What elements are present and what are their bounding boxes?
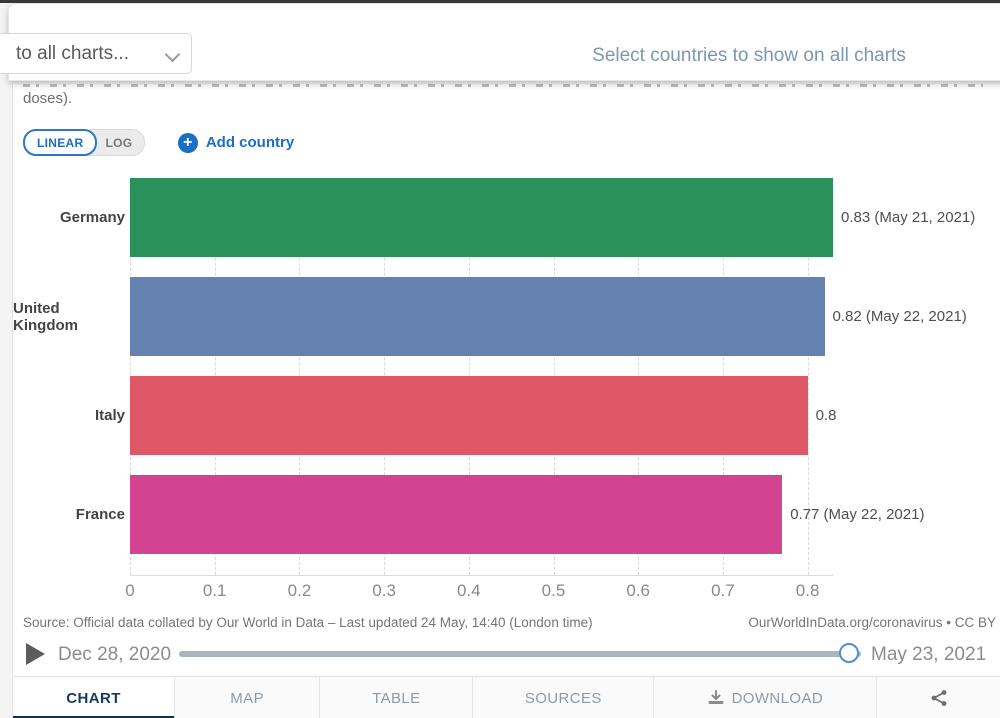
- country-label: France: [75, 506, 125, 523]
- bar[interactable]: [130, 277, 825, 356]
- country-label: United Kingdom: [13, 299, 78, 334]
- timeline: Dec 28, 2020 May 23, 2021: [13, 636, 1000, 672]
- x-tick-label: 0.7: [711, 581, 735, 600]
- bar-value-label: 0.82 (May 22, 2021): [832, 308, 967, 325]
- share-icon: [930, 689, 948, 707]
- country-select-hint: Select countries to show on all charts: [592, 45, 906, 66]
- country-selector-overlay: to all charts... Select countries to sho…: [0, 3, 1000, 81]
- x-tick-label: 0.2: [287, 581, 312, 600]
- x-tick-label: 0.4: [456, 581, 481, 600]
- select-value: to all charts...: [16, 43, 129, 64]
- source-note: Source: Official data collated by Our Wo…: [23, 615, 593, 630]
- bar-chart: 0 0.1 0.2 0.3 0.4 0.5 0.6 0.7 0.8 Germany 0.83 (Ma…: [13, 166, 1000, 614]
- x-tick-label: 0.5: [541, 581, 566, 600]
- tab-table[interactable]: TABLE: [320, 677, 474, 718]
- country-label: Italy: [94, 407, 125, 424]
- chart-card: doses). LINEAR LOG + Add country 0 0.1 0.2 0…: [12, 84, 1000, 718]
- x-tick-label: 0.6: [626, 581, 650, 600]
- chevron-down-icon: [167, 49, 179, 61]
- window-top-edge: [0, 0, 1000, 3]
- footer-tabs: CHART MAP TABLE SOURCES DOWNLOAD: [13, 676, 1000, 718]
- tab-label: TABLE: [372, 689, 421, 707]
- x-tick-label: 0.8: [795, 581, 820, 600]
- tab-label: CHART: [66, 689, 121, 707]
- timeline-start-date: Dec 28, 2020: [58, 644, 172, 665]
- bar-row: United Kingdom 0.82 (May 22, 2021): [13, 277, 1000, 356]
- x-axis-line: [130, 575, 833, 576]
- bar-value-label: 0.83 (May 21, 2021): [841, 209, 976, 226]
- add-country-label: Add country: [205, 134, 295, 151]
- timeline-end-date: May 23, 2021: [871, 644, 987, 665]
- scale-toggle: LINEAR LOG: [23, 129, 146, 156]
- bar-row: France 0.77 (May 22, 2021): [13, 475, 1000, 554]
- timeline-slider-handle[interactable]: [839, 643, 859, 663]
- tab-sources[interactable]: SOURCES: [473, 677, 655, 718]
- tab-label: DOWNLOAD: [731, 689, 824, 707]
- bar[interactable]: [130, 376, 808, 455]
- bar-row: Germany 0.83 (May 21, 2021): [13, 178, 1000, 257]
- x-tick-label: 0.3: [372, 581, 396, 600]
- plus-icon: +: [177, 132, 198, 153]
- source-row: Source: Official data collated by Our Wo…: [23, 615, 996, 630]
- country-label: Germany: [59, 209, 125, 226]
- download-icon: [708, 690, 724, 706]
- bar-value-label: 0.8: [815, 407, 837, 424]
- bar[interactable]: [130, 475, 783, 554]
- gridline: [807, 178, 809, 575]
- x-tick-label: 0: [125, 581, 135, 600]
- bar-value-label: 0.77 (May 22, 2021): [790, 506, 925, 523]
- chart-controls: LINEAR LOG + Add country: [23, 129, 295, 156]
- bar-row: Italy 0.8: [13, 376, 1000, 455]
- bar[interactable]: [130, 178, 833, 257]
- apply-to-all-charts-select[interactable]: to all charts...: [0, 33, 192, 74]
- tab-label: SOURCES: [524, 689, 602, 707]
- tab-label: MAP: [230, 689, 264, 707]
- log-scale-button[interactable]: LOG: [89, 129, 146, 156]
- play-icon[interactable]: [26, 643, 45, 665]
- source-attribution[interactable]: OurWorldInData.org/coronavirus • CC BY: [748, 615, 996, 630]
- tab-download[interactable]: DOWNLOAD: [654, 677, 878, 718]
- x-tick-label: 0.1: [202, 581, 227, 600]
- tab-share[interactable]: [877, 677, 1000, 718]
- subtitle-fragment: doses).: [23, 90, 73, 107]
- tab-chart[interactable]: CHART: [13, 677, 176, 718]
- subtitle-clipped-line: [23, 84, 983, 87]
- linear-scale-button[interactable]: LINEAR: [23, 129, 98, 156]
- timeline-slider-track[interactable]: [179, 651, 861, 657]
- add-country-button[interactable]: + Add country: [177, 132, 295, 153]
- tab-map[interactable]: MAP: [175, 677, 321, 718]
